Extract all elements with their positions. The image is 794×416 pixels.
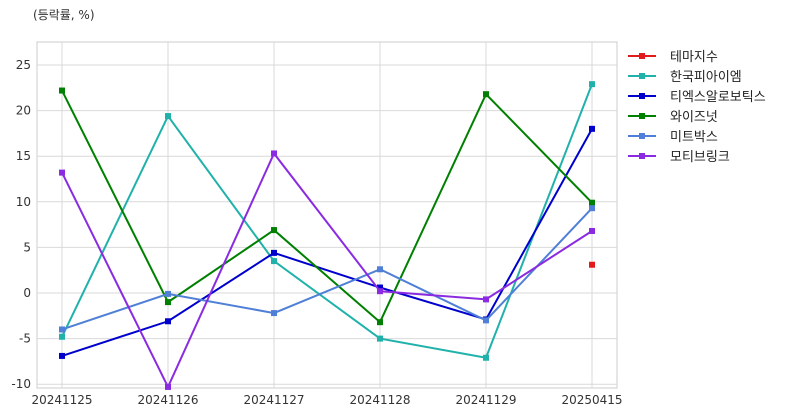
y-tick-label: 20	[16, 104, 31, 118]
data-point	[59, 333, 65, 340]
legend-item: 미트박스	[628, 130, 718, 145]
data-point	[483, 317, 489, 324]
data-point	[59, 87, 65, 94]
data-point	[483, 354, 489, 361]
legend-item: 모티브링크	[628, 150, 730, 165]
series-6	[59, 150, 595, 390]
legend-label: 테마지수	[670, 50, 718, 65]
data-point	[271, 310, 277, 317]
data-point	[165, 290, 171, 297]
y-tick-label: -5	[19, 332, 31, 346]
data-point	[589, 205, 595, 212]
data-point	[377, 284, 383, 291]
legend-label: 모티브링크	[670, 150, 730, 165]
legend-label: 미트박스	[670, 130, 718, 145]
x-tick-label: 20241128	[349, 393, 410, 407]
data-point	[377, 266, 383, 273]
legend-item: 와이즈넛	[628, 110, 718, 125]
data-point	[59, 352, 65, 359]
y-tick-label: 10	[16, 195, 31, 209]
plot-frame	[36, 41, 618, 389]
x-tick-label: 20241129	[455, 393, 516, 407]
legend-item: 테마지수	[628, 50, 718, 65]
series-1	[589, 261, 595, 268]
legend-swatch-marker	[639, 113, 645, 119]
series-line	[61, 128, 593, 357]
series-line	[61, 90, 593, 324]
legend-label: 한국피아이엠	[670, 70, 742, 85]
x-tick-label: 20250415	[561, 393, 622, 407]
data-point	[589, 227, 595, 234]
series-group	[59, 81, 595, 390]
y-tick-label: 15	[16, 149, 31, 163]
data-point	[589, 199, 595, 206]
data-point	[483, 296, 489, 303]
series-2	[59, 81, 595, 361]
series-3	[59, 125, 595, 359]
y-tick-label: 25	[16, 58, 31, 72]
y-tick-label: 0	[23, 286, 31, 300]
legend-item: 한국피아이엠	[628, 70, 742, 85]
data-point	[377, 319, 383, 326]
x-tick-label: 20241126	[137, 393, 198, 407]
data-point	[165, 299, 171, 306]
data-point	[589, 261, 595, 268]
data-point	[271, 150, 277, 157]
data-point	[59, 169, 65, 176]
y-unit-label: (등락률, %)	[33, 8, 95, 22]
legend-swatch-marker	[639, 133, 645, 139]
legend-label: 티엑스알로보틱스	[670, 90, 766, 105]
data-point	[589, 125, 595, 132]
legend-swatch-marker	[639, 53, 645, 59]
data-point	[165, 318, 171, 325]
series-4	[59, 87, 595, 326]
y-tick-label: -10	[11, 377, 31, 391]
x-tick-label: 20241125	[31, 393, 92, 407]
data-point	[589, 81, 595, 88]
series-line	[61, 207, 593, 331]
data-point	[377, 288, 383, 295]
data-point	[165, 383, 171, 390]
grid-lines	[36, 41, 618, 389]
legend-item: 티엑스알로보틱스	[628, 90, 766, 105]
data-point	[377, 335, 383, 342]
legend-swatch-marker	[639, 73, 645, 79]
data-point	[271, 227, 277, 234]
data-point	[483, 91, 489, 98]
data-point	[271, 249, 277, 256]
legend-swatch-marker	[639, 93, 645, 99]
x-tick-label: 20241127	[243, 393, 304, 407]
data-point	[271, 258, 277, 265]
data-point	[165, 113, 171, 120]
series-5	[59, 205, 595, 333]
data-point	[59, 326, 65, 333]
series-line	[61, 151, 593, 390]
legend-swatch-marker	[639, 153, 645, 159]
legend-label: 와이즈넛	[670, 110, 718, 125]
series-line	[61, 83, 593, 359]
y-tick-label: 5	[23, 240, 31, 254]
